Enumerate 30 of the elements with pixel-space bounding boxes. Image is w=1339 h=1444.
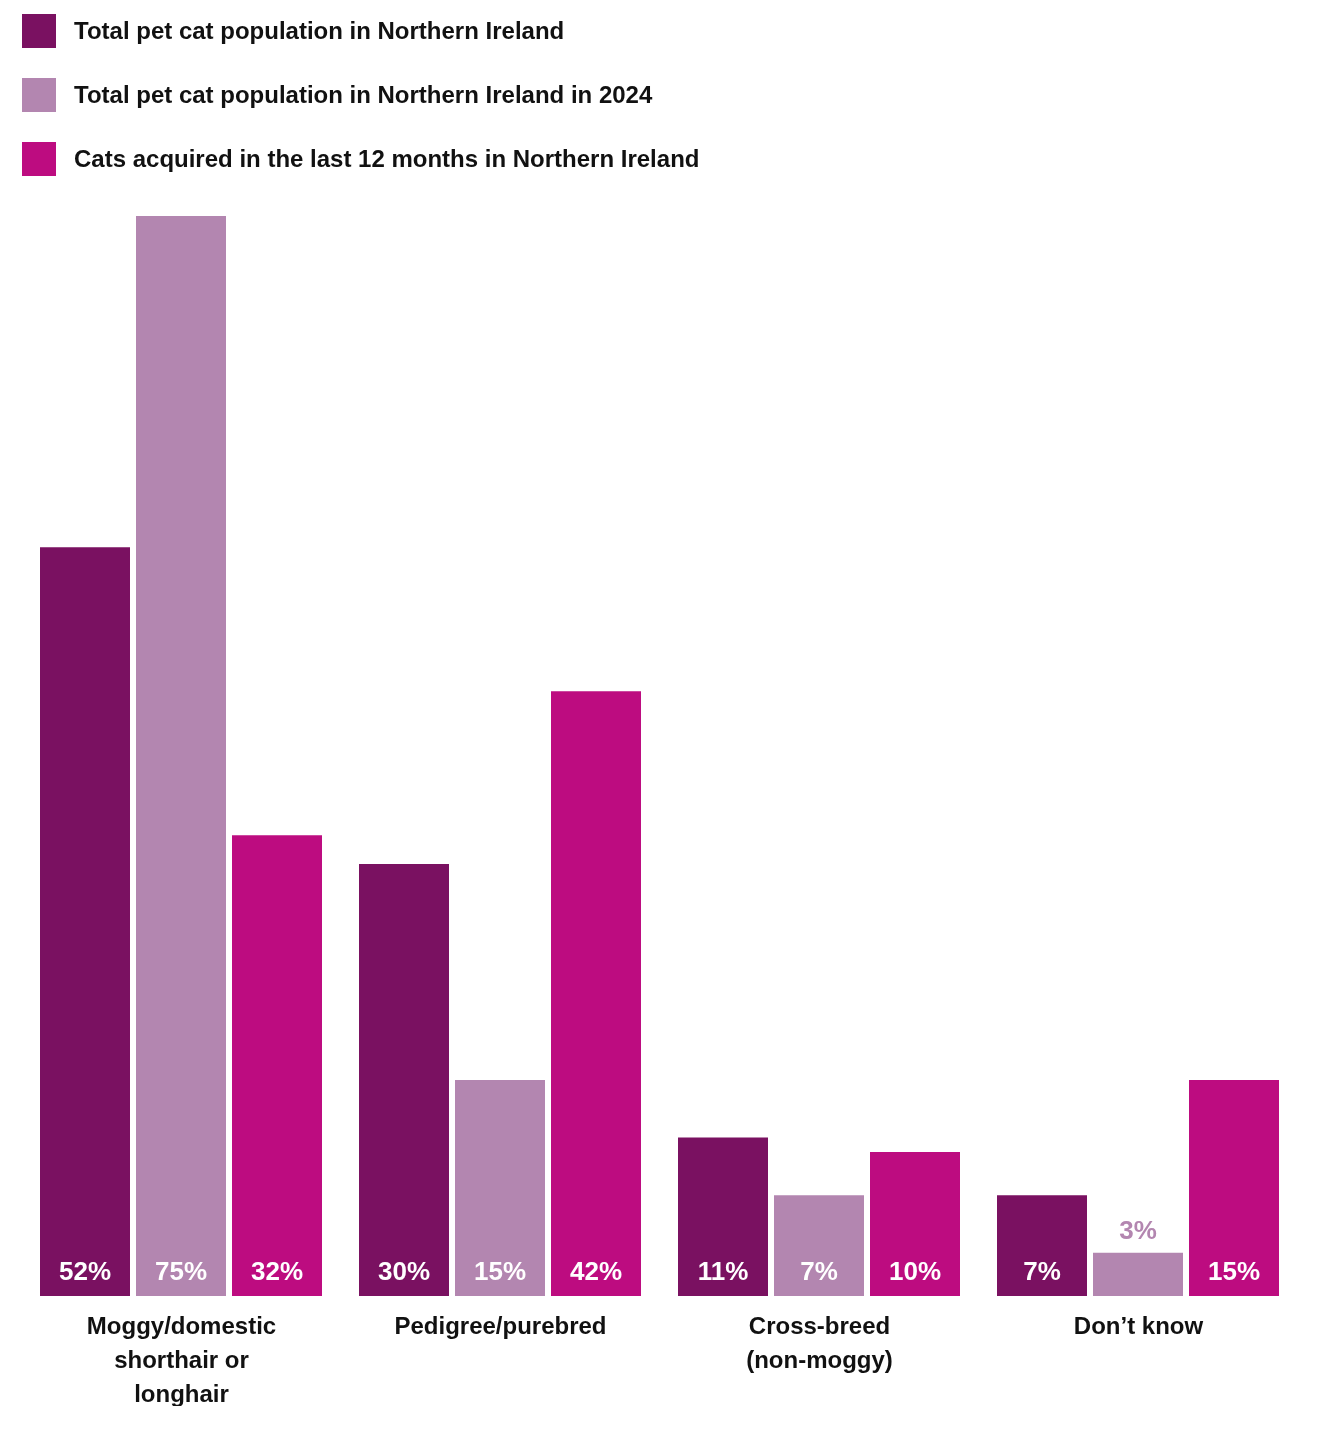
data-label: 42% bbox=[569, 1256, 623, 1286]
data-label: 15% bbox=[1207, 1256, 1261, 1286]
bar bbox=[1093, 1252, 1183, 1296]
bar bbox=[40, 547, 130, 1296]
bar bbox=[136, 216, 226, 1296]
bar bbox=[551, 691, 641, 1296]
bar bbox=[232, 835, 322, 1296]
x-tick-label: Cross-breed (non-moggy) bbox=[746, 1312, 893, 1373]
data-label: 10% bbox=[888, 1256, 942, 1286]
x-tick-label: Pedigree/purebred bbox=[394, 1312, 607, 1339]
bar bbox=[870, 1152, 960, 1296]
data-label: 11% bbox=[697, 1256, 749, 1286]
data-label: 32% bbox=[250, 1256, 304, 1286]
x-tick-label: Don’t know bbox=[1073, 1312, 1204, 1339]
data-label: 75% bbox=[154, 1256, 208, 1286]
bar bbox=[359, 864, 449, 1296]
data-label: 7% bbox=[800, 1256, 838, 1286]
legend-label: Total pet cat population in Northern Ireland bbox=[74, 17, 565, 45]
data-label: 3% bbox=[1119, 1214, 1157, 1245]
bar bbox=[1189, 1080, 1279, 1296]
legend-label: Total pet cat population in Northern Ireland in 2024 bbox=[74, 81, 653, 109]
bar bbox=[774, 1195, 864, 1296]
data-label: 30% bbox=[377, 1256, 431, 1286]
bar bbox=[997, 1195, 1087, 1296]
bar bbox=[455, 1080, 545, 1296]
bar bbox=[678, 1137, 768, 1296]
data-label: 7% bbox=[1023, 1256, 1061, 1286]
data-label: 15% bbox=[473, 1256, 527, 1286]
data-label: 52% bbox=[58, 1256, 112, 1286]
legend-label: Cats acquired in the last 12 months in Northern Ireland bbox=[74, 145, 700, 173]
